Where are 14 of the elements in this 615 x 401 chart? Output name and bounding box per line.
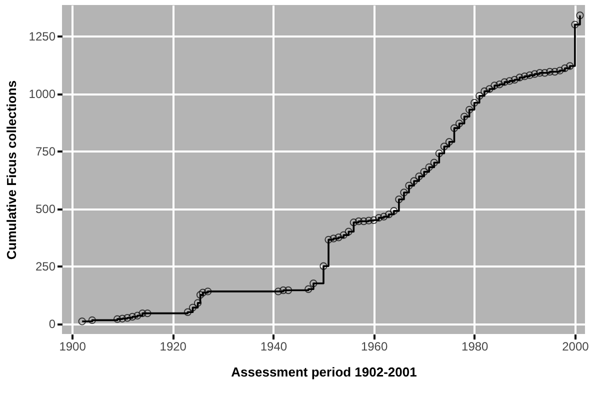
x-tick-label: 1920 <box>160 340 187 354</box>
x-tick-label: 1980 <box>462 340 489 354</box>
x-tick-label: 2000 <box>562 340 590 354</box>
y-tick-label: 0 <box>48 317 56 332</box>
x-tick-label: 1940 <box>260 340 288 354</box>
x-tick-label: 1960 <box>360 340 388 354</box>
y-tick-label: 750 <box>35 144 56 159</box>
y-tick-label: 500 <box>35 202 56 216</box>
x-tick-label: 1900 <box>59 340 86 354</box>
y-axis-title: Cumulative Ficus collections <box>4 80 19 260</box>
y-tick-label: 1000 <box>28 87 56 102</box>
y-tick-label: 250 <box>35 260 56 274</box>
y-tick-label: 1250 <box>28 30 56 44</box>
x-axis-title: Assessment period 1902-2001 <box>231 364 417 380</box>
